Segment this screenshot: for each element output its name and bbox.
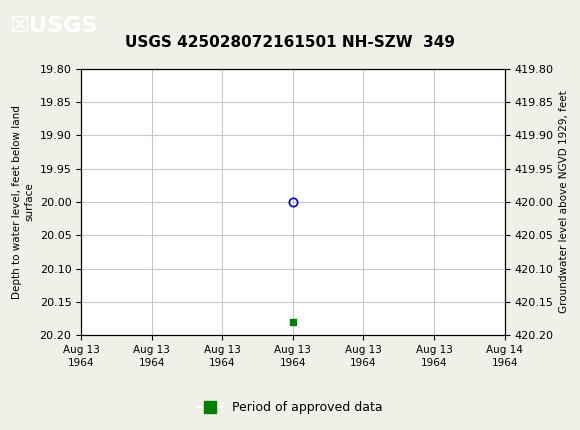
Text: USGS 425028072161501 NH-SZW  349: USGS 425028072161501 NH-SZW 349 [125,35,455,50]
Text: ☒USGS: ☒USGS [9,16,97,36]
Legend: Period of approved data: Period of approved data [192,396,388,419]
Y-axis label: Depth to water level, feet below land
surface: Depth to water level, feet below land su… [12,105,34,299]
Y-axis label: Groundwater level above NGVD 1929, feet: Groundwater level above NGVD 1929, feet [559,91,569,313]
